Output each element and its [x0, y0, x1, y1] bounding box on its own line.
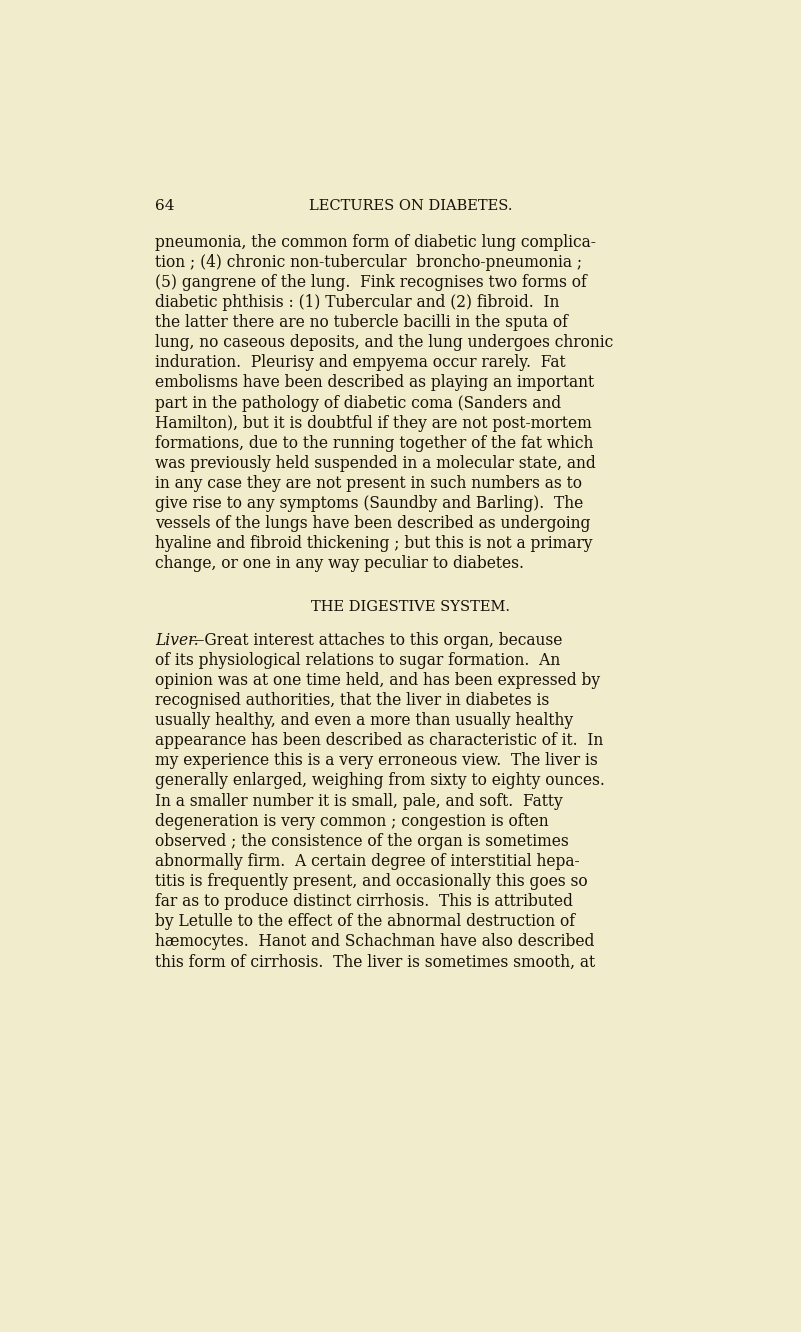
Text: change, or one in any way peculiar to diabetes.: change, or one in any way peculiar to di… — [155, 555, 524, 573]
Text: of its physiological relations to sugar formation.  An: of its physiological relations to sugar … — [155, 651, 560, 669]
Text: was previously held suspended in a molecular state, and: was previously held suspended in a molec… — [155, 454, 595, 472]
Text: the latter there are no tubercle bacilli in the sputa of: the latter there are no tubercle bacilli… — [155, 314, 568, 332]
Text: give rise to any symptoms (Saundby and Barling).  The: give rise to any symptoms (Saundby and B… — [155, 496, 583, 511]
Text: Liver.: Liver. — [155, 631, 199, 649]
Text: —Great interest attaches to this organ, because: —Great interest attaches to this organ, … — [188, 631, 562, 649]
Text: hyaline and fibroid thickening ; but this is not a primary: hyaline and fibroid thickening ; but thi… — [155, 535, 592, 553]
Text: formations, due to the running together of the fat which: formations, due to the running together … — [155, 434, 593, 452]
Text: LECTURES ON DIABETES.: LECTURES ON DIABETES. — [308, 198, 513, 213]
Text: generally enlarged, weighing from sixty to eighty ounces.: generally enlarged, weighing from sixty … — [155, 773, 605, 790]
Text: diabetic phthisis : (1) Tubercular and (2) fibroid.  In: diabetic phthisis : (1) Tubercular and (… — [155, 294, 559, 310]
Text: In a smaller number it is small, pale, and soft.  Fatty: In a smaller number it is small, pale, a… — [155, 793, 562, 810]
Text: appearance has been described as characteristic of it.  In: appearance has been described as charact… — [155, 733, 603, 749]
Text: degeneration is very common ; congestion is often: degeneration is very common ; congestion… — [155, 813, 549, 830]
Text: (5) gangrene of the lung.  Fink recognises two forms of: (5) gangrene of the lung. Fink recognise… — [155, 274, 586, 290]
Text: by Letulle to the effect of the abnormal destruction of: by Letulle to the effect of the abnormal… — [155, 914, 575, 930]
Text: recognised authorities, that the liver in diabetes is: recognised authorities, that the liver i… — [155, 693, 549, 709]
Text: this form of cirrhosis.  The liver is sometimes smooth, at: this form of cirrhosis. The liver is som… — [155, 954, 595, 970]
Text: usually healthy, and even a more than usually healthy: usually healthy, and even a more than us… — [155, 713, 573, 729]
Text: in any case they are not present in such numbers as to: in any case they are not present in such… — [155, 476, 582, 492]
Text: THE DIGESTIVE SYSTEM.: THE DIGESTIVE SYSTEM. — [311, 599, 510, 614]
Text: embolisms have been described as playing an important: embolisms have been described as playing… — [155, 374, 594, 392]
Text: 64: 64 — [155, 198, 175, 213]
Text: hæmocytes.  Hanot and Schachman have also described: hæmocytes. Hanot and Schachman have also… — [155, 934, 594, 950]
Text: tion ; (4) chronic non-tubercular  broncho-pneumonia ;: tion ; (4) chronic non-tubercular bronch… — [155, 254, 582, 270]
Text: far as to produce distinct cirrhosis.  This is attributed: far as to produce distinct cirrhosis. Th… — [155, 892, 573, 910]
Text: part in the pathology of diabetic coma (Sanders and: part in the pathology of diabetic coma (… — [155, 394, 561, 412]
Text: observed ; the consistence of the organ is sometimes: observed ; the consistence of the organ … — [155, 832, 569, 850]
Text: Hamilton), but it is doubtful if they are not post-mortem: Hamilton), but it is doubtful if they ar… — [155, 414, 591, 432]
Text: pneumonia, the common form of diabetic lung complica-: pneumonia, the common form of diabetic l… — [155, 233, 596, 250]
Text: lung, no caseous deposits, and the lung undergoes chronic: lung, no caseous deposits, and the lung … — [155, 334, 613, 352]
Text: vessels of the lungs have been described as undergoing: vessels of the lungs have been described… — [155, 515, 590, 531]
Text: abnormally firm.  A certain degree of interstitial hepa-: abnormally firm. A certain degree of int… — [155, 852, 579, 870]
Text: induration.  Pleurisy and empyema occur rarely.  Fat: induration. Pleurisy and empyema occur r… — [155, 354, 566, 372]
Text: titis is frequently present, and occasionally this goes so: titis is frequently present, and occasio… — [155, 872, 587, 890]
Text: opinion was at one time held, and has been expressed by: opinion was at one time held, and has be… — [155, 671, 600, 689]
Text: my experience this is a very erroneous view.  The liver is: my experience this is a very erroneous v… — [155, 753, 598, 770]
